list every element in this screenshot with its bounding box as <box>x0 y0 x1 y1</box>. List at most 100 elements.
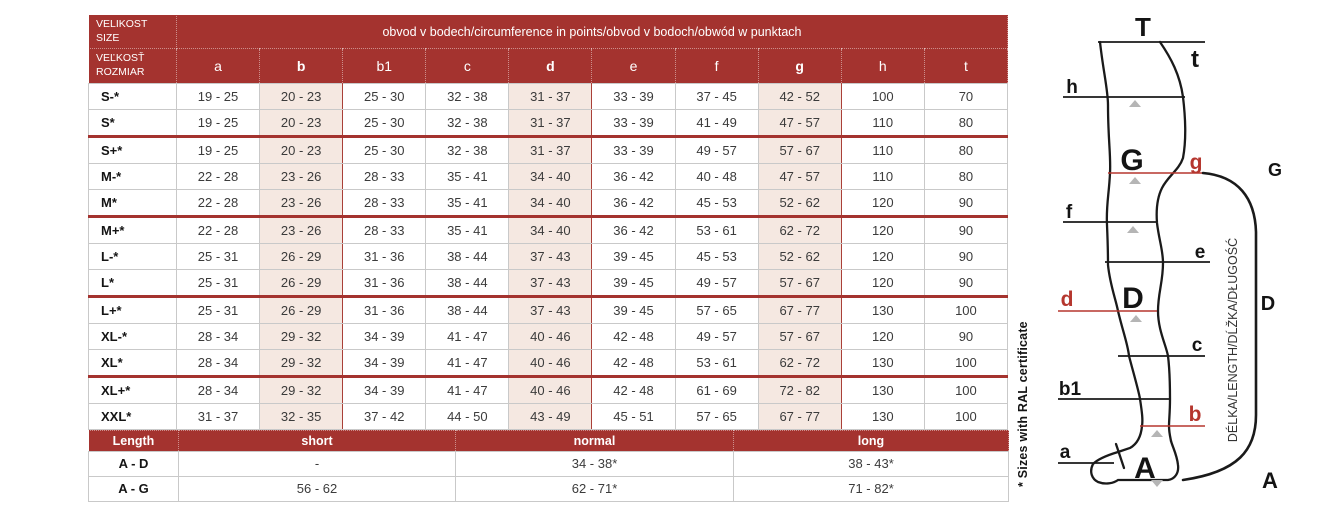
col-header-h: h <box>840 48 925 84</box>
size-label: L-* <box>88 242 177 270</box>
value-cell: 35 - 41 <box>425 214 510 244</box>
length-header-long: long <box>733 429 1009 452</box>
value-cell: 33 - 39 <box>591 108 676 137</box>
table-row: S* 19 - 25 20 - 23 25 - 30 32 - 38 31 - 37 33 … <box>88 108 1009 137</box>
table-row: L-* 25 - 31 26 - 29 31 - 36 38 - 44 37 - 43 39… <box>88 242 1009 270</box>
col-header-c: c <box>425 48 510 84</box>
value-cell: 45 - 51 <box>591 402 676 430</box>
value-cell: 35 - 41 <box>425 188 510 217</box>
table-row: L+* 25 - 31 26 - 29 31 - 36 38 - 44 37 - 43 39… <box>88 294 1009 324</box>
value-cell: 25 - 30 <box>342 108 427 137</box>
label-A-outer: A <box>1262 468 1278 493</box>
value-cell: 130 <box>840 402 925 430</box>
length-value-cell: 38 - 43* <box>733 450 1009 477</box>
length-range-label: A - D <box>88 450 179 477</box>
value-cell: 28 - 33 <box>342 214 427 244</box>
value-cell: 120 <box>840 188 925 217</box>
table-row: XL+* 28 - 34 29 - 32 34 - 39 41 - 47 40 - 46 4… <box>88 374 1009 404</box>
value-cell: 42 - 48 <box>591 374 676 404</box>
value-cell: 110 <box>840 162 925 190</box>
value-cell: 33 - 39 <box>591 134 676 164</box>
value-cell: 26 - 29 <box>259 294 344 324</box>
value-cell: 53 - 61 <box>674 348 759 377</box>
value-cell: 100 <box>840 82 925 110</box>
value-cell: 67 - 77 <box>757 402 842 430</box>
value-cell: 42 - 52 <box>757 82 842 110</box>
value-cell: 32 - 38 <box>425 82 510 110</box>
size-label: S-* <box>88 82 177 110</box>
col-header-f: f <box>674 48 759 84</box>
ral-certificate-note: * Sizes with RAL certificate <box>1016 321 1030 487</box>
table-row: XL-* 28 - 34 29 - 32 34 - 39 41 - 47 40 - 46 4… <box>88 322 1009 350</box>
size-label: XL-* <box>88 322 177 350</box>
value-cell: 34 - 40 <box>508 188 593 217</box>
table-row: M* 22 - 28 23 - 26 28 - 33 35 - 41 34 - 40 36 … <box>88 188 1009 217</box>
value-cell: 36 - 42 <box>591 214 676 244</box>
value-cell: 23 - 26 <box>259 188 344 217</box>
value-cell: 22 - 28 <box>175 162 261 190</box>
col-header-b1: b1 <box>342 48 427 84</box>
value-cell: 34 - 40 <box>508 162 593 190</box>
value-cell: 52 - 62 <box>757 242 842 270</box>
value-cell: 49 - 57 <box>674 268 759 297</box>
value-cell: 57 - 65 <box>674 402 759 430</box>
value-cell: 100 <box>923 348 1009 377</box>
value-cell: 29 - 32 <box>259 348 344 377</box>
value-cell: 36 - 42 <box>591 162 676 190</box>
length-row: A - D -34 - 38* 38 - 43* <box>88 450 1009 477</box>
table-row: M-* 22 - 28 23 - 26 28 - 33 35 - 41 34 - 40 36… <box>88 162 1009 190</box>
value-cell: 37 - 43 <box>508 242 593 270</box>
label-f: f <box>1066 202 1073 223</box>
leg-diagram: T t h G g G f e d D D c b1 b a A A DÉLKA… <box>1058 12 1282 493</box>
value-cell: 39 - 45 <box>591 268 676 297</box>
value-cell: 28 - 34 <box>175 322 261 350</box>
label-G-outer: G <box>1268 160 1282 180</box>
value-cell: 31 - 37 <box>508 108 593 137</box>
label-G-inner: G <box>1120 144 1143 177</box>
size-label: XL* <box>88 348 177 377</box>
label-A-inner: A <box>1134 452 1156 485</box>
value-cell: 25 - 30 <box>342 134 427 164</box>
length-header-short: short <box>178 429 456 452</box>
value-cell: 90 <box>923 268 1009 297</box>
value-cell: 37 - 45 <box>674 82 759 110</box>
col-header-t: t <box>923 48 1009 84</box>
length-header-normal: normal <box>455 429 734 452</box>
value-cell: 20 - 23 <box>259 82 344 110</box>
value-cell: 100 <box>923 402 1009 430</box>
value-cell: 33 - 39 <box>591 82 676 110</box>
value-cell: 38 - 44 <box>425 268 510 297</box>
value-cell: 31 - 36 <box>342 242 427 270</box>
value-cell: 67 - 77 <box>757 294 842 324</box>
length-ruler-label: DÉLKA/LENGTH/DĹŽKA/DŁUGOŚĆ <box>1225 238 1240 442</box>
size-header-alt: VEĽKOSŤ ROZMIAR <box>88 48 177 84</box>
label-a: a <box>1060 442 1071 463</box>
length-range-label: A - G <box>88 475 179 502</box>
value-cell: 31 - 36 <box>342 268 427 297</box>
value-cell: 34 - 39 <box>342 348 427 377</box>
value-cell: 37 - 43 <box>508 268 593 297</box>
value-cell: 45 - 53 <box>674 188 759 217</box>
value-cell: 28 - 33 <box>342 188 427 217</box>
value-cell: 28 - 34 <box>175 348 261 377</box>
value-cell: 90 <box>923 188 1009 217</box>
value-cell: 39 - 45 <box>591 242 676 270</box>
value-cell: 19 - 25 <box>175 108 261 137</box>
value-cell: 32 - 35 <box>259 402 344 430</box>
size-label: L+* <box>88 294 177 324</box>
value-cell: 26 - 29 <box>259 268 344 297</box>
value-cell: 49 - 57 <box>674 322 759 350</box>
value-cell: 62 - 72 <box>757 348 842 377</box>
value-cell: 44 - 50 <box>425 402 510 430</box>
size-label: S* <box>88 108 177 137</box>
table-row: S-* 19 - 25 20 - 23 25 - 30 32 - 38 31 - 37 33… <box>88 82 1009 110</box>
value-cell: 41 - 47 <box>425 374 510 404</box>
value-cell: 23 - 26 <box>259 214 344 244</box>
value-cell: 38 - 44 <box>425 242 510 270</box>
value-cell: 90 <box>923 214 1009 244</box>
value-cell: 34 - 40 <box>508 214 593 244</box>
length-value-cell: 34 - 38* <box>455 450 734 477</box>
value-cell: 70 <box>923 82 1009 110</box>
toe-band-line <box>1114 442 1126 470</box>
value-cell: 22 - 28 <box>175 214 261 244</box>
